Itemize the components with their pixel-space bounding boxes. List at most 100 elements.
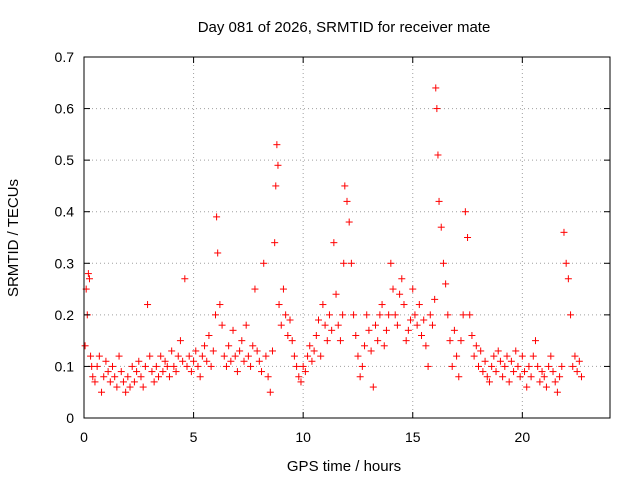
data-point <box>141 362 149 370</box>
data-point <box>560 228 568 236</box>
data-point <box>448 362 456 370</box>
data-point <box>409 285 417 293</box>
data-point <box>340 259 348 267</box>
data-point <box>310 347 318 355</box>
data-point <box>288 337 296 345</box>
data-point <box>198 352 206 360</box>
data-point <box>352 331 360 339</box>
data-point <box>435 197 443 205</box>
data-point <box>330 239 338 247</box>
y-tick-label: 0.4 <box>55 204 75 220</box>
data-point <box>350 311 358 319</box>
data-point <box>98 388 106 396</box>
data-point <box>334 321 342 329</box>
data-point <box>396 290 404 298</box>
data-point <box>475 362 482 370</box>
data-point <box>152 362 160 370</box>
data-point <box>556 373 564 381</box>
data-point <box>549 368 557 376</box>
data-point <box>432 84 440 92</box>
data-point <box>450 326 458 334</box>
data-point <box>222 362 230 370</box>
data-point <box>104 368 112 376</box>
data-point <box>185 352 193 360</box>
data-point <box>251 285 259 293</box>
data-point <box>453 352 461 360</box>
data-point <box>347 259 355 267</box>
data-point <box>529 352 537 360</box>
data-point <box>102 357 110 365</box>
data-point <box>126 383 134 391</box>
data-point <box>242 321 250 329</box>
data-point <box>155 373 163 381</box>
data-point <box>413 321 421 329</box>
data-point <box>299 362 307 370</box>
data-point <box>150 378 158 386</box>
data-point <box>284 331 292 339</box>
data-point <box>477 347 485 355</box>
x-tick-label: 0 <box>80 429 88 445</box>
data-point <box>428 321 436 329</box>
data-point <box>81 342 89 350</box>
data-point <box>531 337 539 345</box>
data-point <box>225 342 233 350</box>
data-point <box>578 373 586 381</box>
data-point <box>426 311 434 319</box>
data-point <box>387 259 395 267</box>
data-point <box>339 311 347 319</box>
data-point <box>389 285 397 293</box>
data-point <box>233 368 241 376</box>
data-point <box>187 368 195 376</box>
y-tick-label: 0.5 <box>55 152 75 168</box>
data-point <box>374 337 382 345</box>
data-point <box>446 337 454 345</box>
data-point <box>547 352 555 360</box>
plot-frame <box>83 56 611 419</box>
data-point <box>115 352 123 360</box>
data-point <box>378 301 386 309</box>
data-point <box>393 321 401 329</box>
x-tick-label: 20 <box>515 429 531 445</box>
data-point <box>323 337 331 345</box>
data-point <box>466 311 474 319</box>
data-point <box>481 357 489 365</box>
data-point <box>317 352 325 360</box>
data-point <box>209 347 217 355</box>
data-point <box>170 362 178 370</box>
data-point <box>538 368 546 376</box>
y-tick-label: 0.2 <box>55 307 75 323</box>
data-point <box>371 321 379 329</box>
data-point <box>275 301 283 309</box>
y-tick-label: 0.7 <box>55 49 75 65</box>
data-point <box>328 326 336 334</box>
data-point <box>354 352 362 360</box>
data-point <box>277 321 285 329</box>
data-point <box>213 213 221 221</box>
data-point <box>306 342 314 350</box>
data-point <box>220 352 228 360</box>
data-point <box>183 362 191 370</box>
data-point <box>161 357 169 365</box>
data-point <box>518 352 526 360</box>
data-point <box>488 362 496 370</box>
data-point <box>525 362 533 370</box>
data-point <box>455 373 463 381</box>
data-point <box>521 368 529 376</box>
data-point <box>293 362 301 370</box>
data-point <box>434 151 442 159</box>
x-axis-title: GPS time / hours <box>287 458 401 475</box>
y-tick-label: 0 <box>66 410 74 426</box>
data-point <box>501 362 509 370</box>
data-point <box>84 270 92 278</box>
data-point <box>282 311 290 319</box>
data-point <box>536 378 544 386</box>
data-point <box>266 388 274 396</box>
data-point <box>431 295 439 303</box>
data-point <box>192 347 200 355</box>
data-point <box>492 368 500 376</box>
data-point <box>571 352 579 360</box>
data-point <box>244 352 252 360</box>
data-point <box>391 311 399 319</box>
data-point <box>264 373 272 381</box>
